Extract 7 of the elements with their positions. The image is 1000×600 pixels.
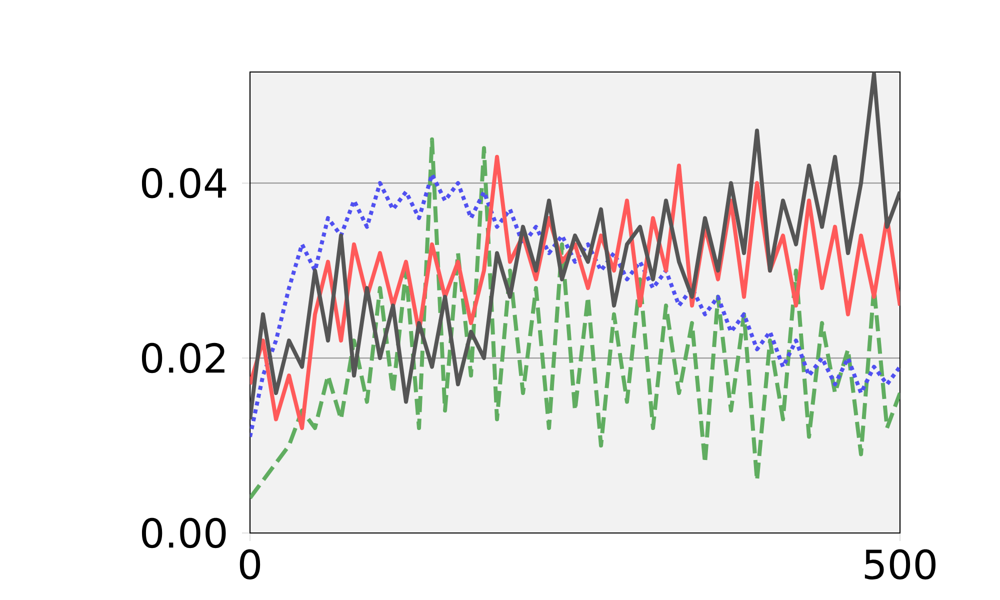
y-tick-label: 0.04 (142, 168, 226, 198)
x-tick-label: 0 (240, 549, 260, 580)
y-tick-label: 0.02 (142, 342, 224, 374)
line-series (250, 137, 900, 500)
x-tick-label: 500 (864, 549, 936, 580)
line-series (250, 72, 900, 422)
y-tick-label: 0.00 (142, 518, 226, 548)
